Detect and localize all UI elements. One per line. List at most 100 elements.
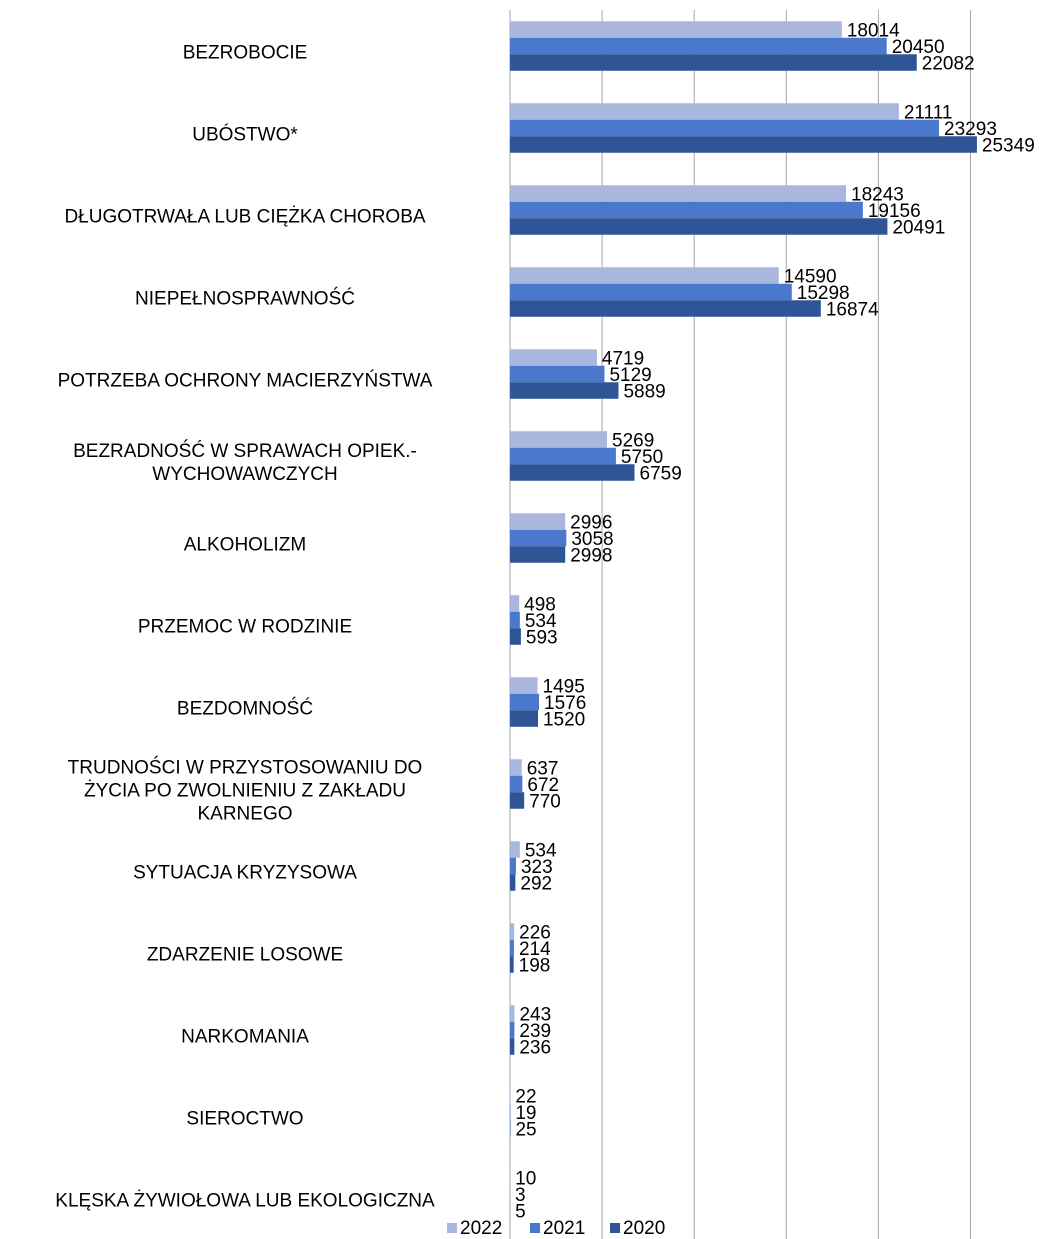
category-label: TRUDNOŚCI W PRZYSTOSOWANIU DO ŻYCIA PO Z… xyxy=(67,757,423,825)
category-label: BEZROBOCIE xyxy=(182,42,308,64)
data-label: 226 xyxy=(519,923,551,944)
bar xyxy=(510,628,521,645)
legend-swatch xyxy=(447,1223,457,1233)
category-label: KLĘSKA ŻYWIOŁOWA LUB EKOLOGICZNA xyxy=(55,1190,435,1212)
bar xyxy=(510,103,899,120)
bar xyxy=(510,874,516,891)
category-label: BEZDOMNOŚĆ xyxy=(176,698,314,720)
data-label: 534 xyxy=(525,841,557,862)
bar xyxy=(510,201,863,219)
category-label: PRZEMOC W RODZINIE xyxy=(137,616,353,638)
bar xyxy=(510,218,888,235)
data-label: 323 xyxy=(521,857,553,878)
data-label: 1520 xyxy=(543,710,585,731)
bar xyxy=(510,464,635,481)
category-label: ALKOHOLIZM xyxy=(183,534,307,556)
data-label: 1495 xyxy=(543,677,585,698)
data-label: 5129 xyxy=(609,365,651,386)
data-label: 15298 xyxy=(797,283,850,304)
bar xyxy=(510,283,792,301)
data-label: 3 xyxy=(515,1185,526,1206)
data-label: 1576 xyxy=(544,693,586,714)
bar xyxy=(510,513,566,530)
legend-label: 2021 xyxy=(543,1218,585,1239)
data-label: 25349 xyxy=(982,136,1035,157)
bar xyxy=(510,431,608,448)
bar xyxy=(510,710,538,727)
bar xyxy=(510,349,597,366)
bar xyxy=(510,119,940,137)
data-label: 2996 xyxy=(570,513,612,534)
bar xyxy=(510,365,605,383)
category-label: SIEROCTWO xyxy=(186,1108,304,1130)
data-label: 292 xyxy=(520,874,552,895)
data-label: 637 xyxy=(527,759,559,780)
bar xyxy=(510,857,516,875)
bar xyxy=(510,529,567,547)
bar xyxy=(510,300,821,317)
legend-label: 2020 xyxy=(623,1218,665,1239)
bar xyxy=(510,382,619,399)
bar xyxy=(510,693,540,711)
data-label: 3058 xyxy=(571,529,613,550)
bar xyxy=(510,939,514,957)
bar xyxy=(510,759,522,776)
bar xyxy=(510,1005,515,1022)
data-label: 5 xyxy=(515,1202,526,1223)
data-label: 198 xyxy=(519,956,551,977)
bar xyxy=(510,546,566,563)
legend-swatch xyxy=(610,1223,620,1233)
data-label: 770 xyxy=(529,792,561,813)
data-label: 243 xyxy=(519,1005,551,1026)
bar xyxy=(510,185,847,202)
data-label: 5750 xyxy=(621,447,663,468)
bar xyxy=(510,1038,515,1055)
data-label: 498 xyxy=(524,595,556,616)
category-label: ZDARZENIE LOSOWE xyxy=(146,944,344,966)
bar xyxy=(510,1021,515,1039)
data-label: 25 xyxy=(515,1120,536,1141)
bar xyxy=(510,54,917,71)
bar xyxy=(510,37,887,55)
data-label: 22082 xyxy=(922,54,975,75)
data-label: 23293 xyxy=(944,119,997,140)
legend-label: 2022 xyxy=(460,1218,502,1239)
data-label: 6759 xyxy=(640,464,682,485)
data-label: 5889 xyxy=(623,382,665,403)
bar xyxy=(510,267,779,284)
bar xyxy=(510,136,977,153)
category-label: NARKOMANIA xyxy=(181,1026,309,1048)
bar xyxy=(510,21,842,38)
category-label: BEZRADNOŚĆ W SPRAWACH OPIEK.- WYCHOWAWCZ… xyxy=(73,441,417,485)
data-label: 236 xyxy=(519,1038,551,1059)
data-label: 16874 xyxy=(826,300,879,321)
category-label: UBÓSTWO* xyxy=(192,124,298,146)
legend-swatch xyxy=(530,1223,540,1233)
data-label: 5269 xyxy=(612,431,654,452)
data-label: 22 xyxy=(515,1087,536,1108)
bar xyxy=(510,792,525,809)
data-label: 4719 xyxy=(602,349,644,370)
data-label: 239 xyxy=(519,1021,551,1042)
data-label: 20491 xyxy=(892,218,945,239)
data-label: 672 xyxy=(527,775,559,796)
data-label: 18014 xyxy=(847,21,900,42)
bar xyxy=(510,611,520,629)
data-label: 19156 xyxy=(868,201,921,222)
bar xyxy=(510,447,616,465)
category-label: SYTUACJA KRYZYSOWA xyxy=(133,862,357,884)
data-label: 593 xyxy=(526,628,558,649)
bar xyxy=(510,677,538,694)
data-label: 10 xyxy=(515,1169,536,1190)
data-label: 214 xyxy=(519,939,551,960)
category-label: NIEPEŁNOSPRAWNOŚĆ xyxy=(135,288,355,310)
bar xyxy=(510,841,520,858)
category-label: DŁUGOTRWAŁA LUB CIĘŻKA CHOROBA xyxy=(64,206,426,228)
data-label: 18243 xyxy=(851,185,904,206)
bar xyxy=(510,595,520,612)
category-label: POTRZEBA OCHRONY MACIERZYŃSTWA xyxy=(57,370,433,392)
bar xyxy=(510,956,514,973)
data-label: 20450 xyxy=(892,37,945,58)
